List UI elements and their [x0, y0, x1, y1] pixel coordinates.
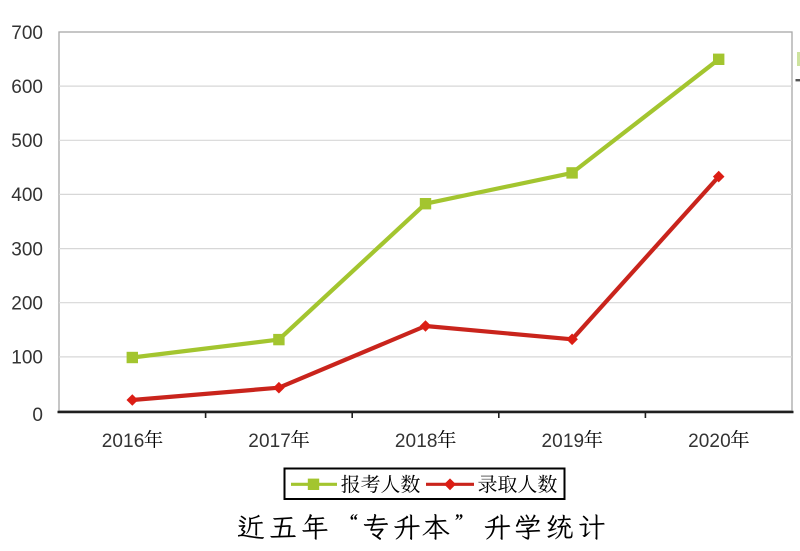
svg-text:100: 100: [11, 348, 43, 369]
svg-text:200: 200: [11, 294, 43, 315]
svg-text:0: 0: [32, 405, 43, 426]
svg-text:2018: 2018: [395, 431, 438, 452]
svg-text:700: 700: [11, 23, 43, 44]
svg-text:2017: 2017: [248, 431, 291, 452]
svg-text:400: 400: [11, 185, 43, 206]
svg-text:300: 300: [11, 239, 43, 260]
svg-text:2020: 2020: [688, 431, 731, 452]
svg-text:500: 500: [11, 131, 43, 152]
svg-text:2016: 2016: [102, 431, 145, 452]
svg-text:600: 600: [11, 77, 43, 98]
svg-text:2019: 2019: [542, 431, 585, 452]
